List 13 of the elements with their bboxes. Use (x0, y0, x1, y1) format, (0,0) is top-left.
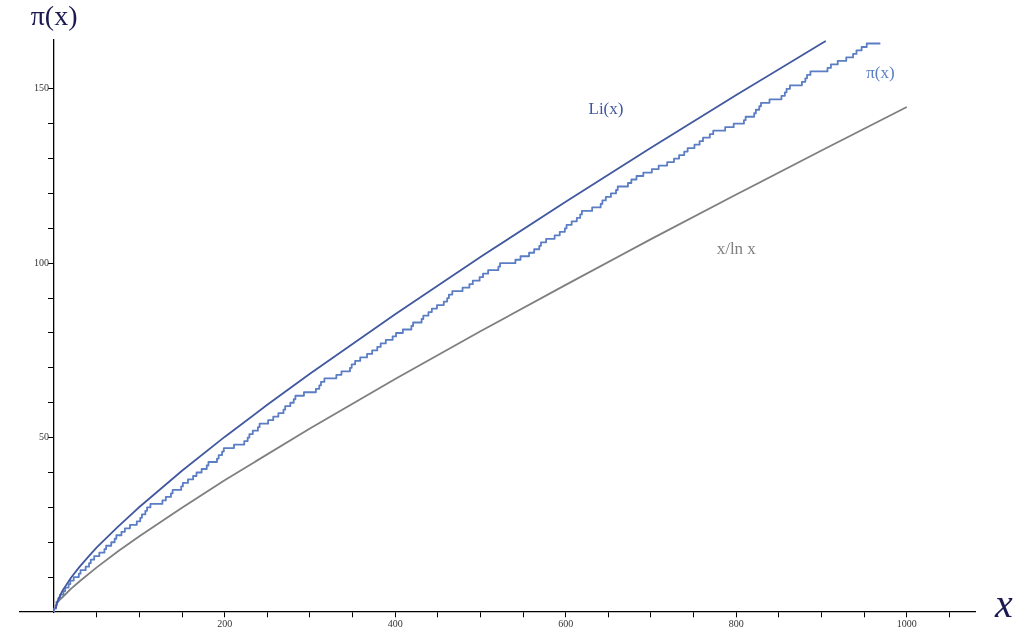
y-tick-label: 150 (34, 82, 50, 94)
series-label: π(x) (866, 62, 895, 82)
x-axis-title: x (994, 580, 1013, 626)
x-tick-label: 800 (728, 617, 744, 629)
y-tick-label: 100 (34, 256, 50, 268)
y-axis-title: π(x) (30, 0, 78, 32)
x-tick-label: 600 (558, 617, 574, 629)
x-tick-label: 200 (217, 617, 233, 629)
y-tick-label: 50 (39, 431, 50, 443)
x-tick-label: 400 (387, 617, 403, 629)
text: Li(x) (588, 99, 624, 119)
series-label: x/ln x (716, 238, 757, 258)
x-tick-label: 1000 (896, 617, 917, 629)
